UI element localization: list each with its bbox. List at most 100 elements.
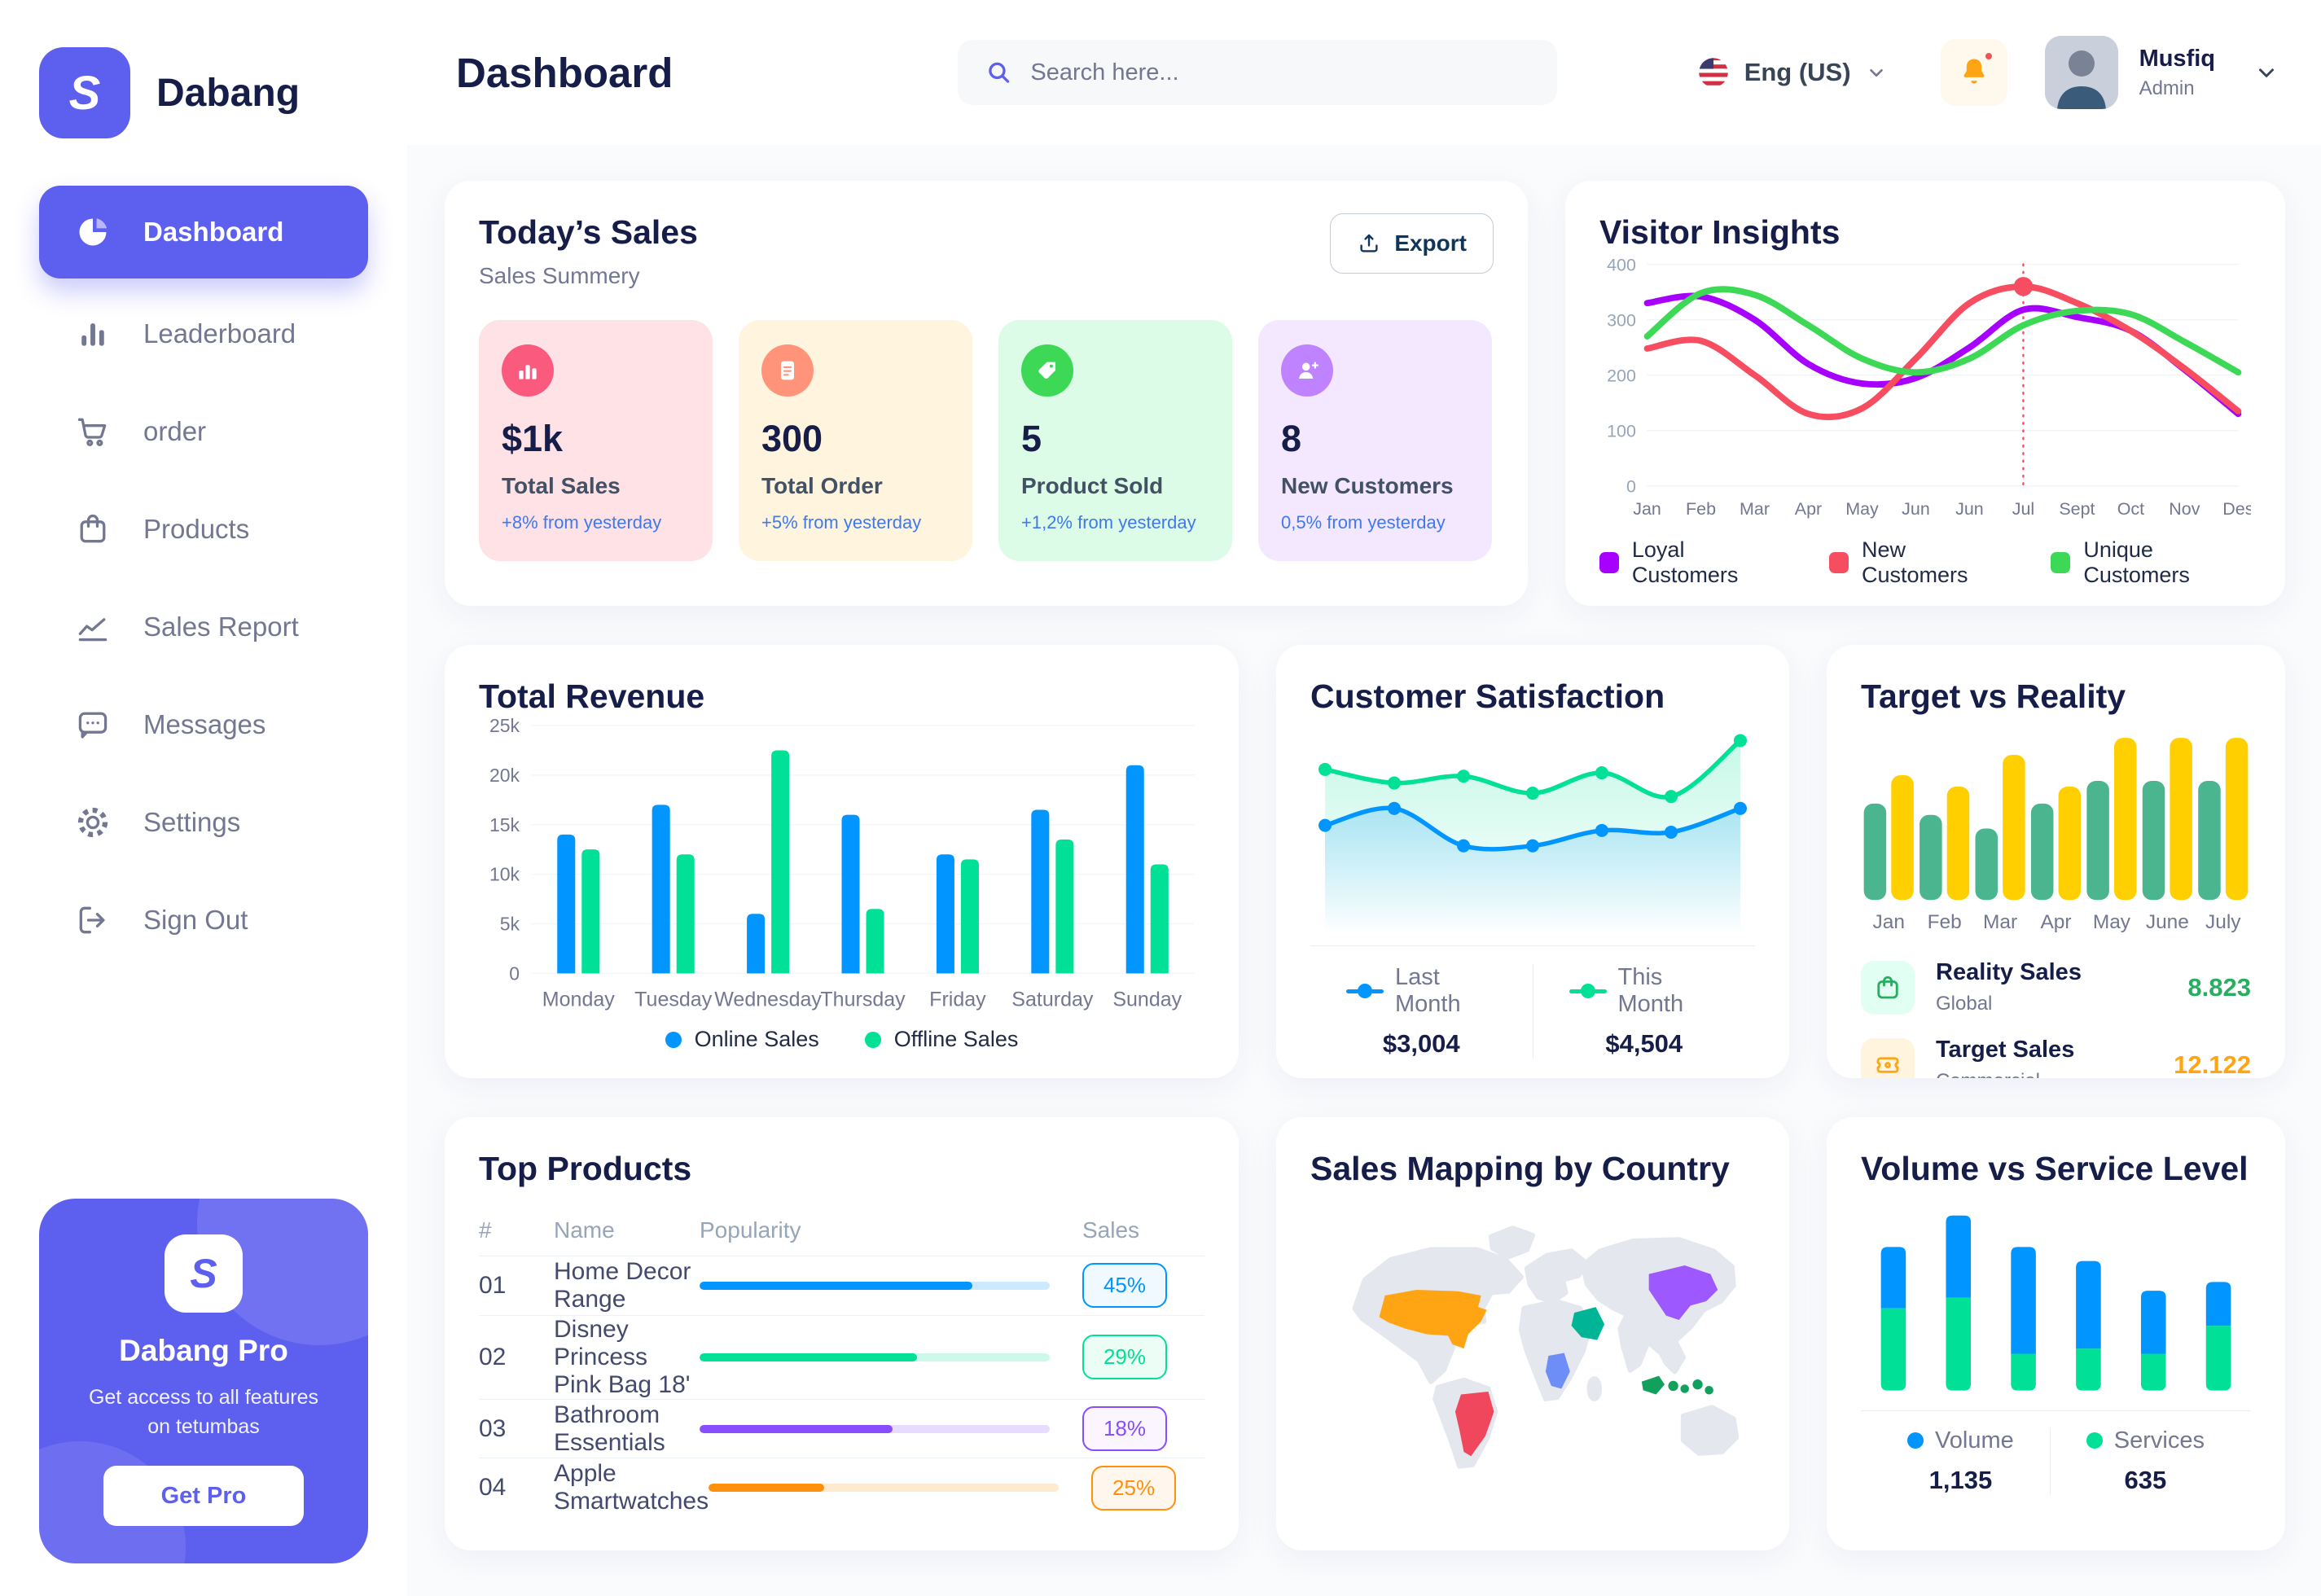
sidebar-item-label: Sign Out [143,905,248,935]
visitor-insights-legend: Loyal Customers New Customers Unique Cus… [1599,537,2251,588]
gear-icon [77,807,108,838]
last-month-total: $3,004 [1382,1029,1460,1059]
svg-text:25k: 25k [489,716,520,736]
country-china [1648,1265,1718,1320]
todays-sales-subtitle: Sales Summery [479,263,640,288]
shopping-bag-icon [1861,960,1915,1015]
svg-text:Saturday: Saturday [1011,988,1094,1011]
popularity-bar [700,1281,1050,1290]
notification-badge [1982,50,1994,62]
svg-text:Jun: Jun [1955,499,1984,519]
get-pro-button[interactable]: Get Pro [103,1466,304,1526]
svg-text:Feb: Feb [1686,499,1716,519]
bar-chart-icon [81,323,104,346]
svg-text:Nov: Nov [2169,499,2200,519]
avatar [2044,36,2118,109]
total-revenue-card: Total Revenue 0 5k 10k 15k 20k 25k Monday Tuesd… [445,645,1239,1078]
user-menu[interactable]: Musfiq Admin [2044,36,2279,109]
visitor-insights-card: Visitor Insights 0 100 200 300 400 Jan Feb Mar A… [1565,181,2285,606]
sidebar-item-label: Products [143,514,250,544]
svg-text:Jul: Jul [2012,499,2034,519]
svg-text:0: 0 [1626,477,1636,497]
svg-text:Apr: Apr [2040,911,2071,933]
new-customers-swatch [1829,551,1849,573]
sidebar-item-sign-out[interactable]: Sign Out [39,878,368,962]
chevron-down-icon [2259,68,2274,77]
total-revenue-title: Total Revenue [479,677,705,715]
table-header: # Name Popularity Sales [479,1204,1204,1256]
sidebar-item-leaderboard[interactable]: Leaderboard [39,292,368,376]
svg-text:Sunday: Sunday [1112,988,1182,1011]
sidebar-item-order[interactable]: order [39,389,368,474]
notifications-button[interactable] [1940,39,2007,106]
svg-text:Tuesday: Tuesday [634,988,713,1011]
sales-badge: 29% [1082,1335,1167,1380]
svg-text:200: 200 [1607,366,1636,386]
todays-sales-title: Today’s Sales [479,213,698,251]
dashboard-content: Today’s Sales Sales Summery Export [407,145,2321,1596]
svg-text:June: June [2146,911,2189,933]
country-saudi-arabia [1571,1307,1605,1340]
table-row: 03 Bathroom Essentials 18% [479,1400,1204,1459]
sidebar-menu: Dashboard Leaderboard order Products [39,186,368,962]
language-selector[interactable]: Eng (US) [1697,56,1887,89]
stat-total-order: 300 Total Order +5% from yesterday [739,320,972,561]
sidebar-item-label: Leaderboard [143,318,296,349]
svg-text:Wednesday: Wednesday [714,988,822,1011]
sidebar-item-label: Messages [143,709,266,739]
top-bar: Dashboard Eng [407,0,2321,145]
svg-text:Mar: Mar [1740,499,1770,519]
chevron-down-icon [1869,68,1883,77]
us-flag-icon [1698,58,1728,87]
pro-card-title: Dabang Pro [119,1333,288,1367]
sidebar-item-label: Settings [143,807,241,837]
svg-text:5k: 5k [500,913,520,934]
dabang-pro-logo-icon: S [165,1234,243,1313]
search-input[interactable] [1030,59,1530,86]
user-plus-icon [1281,344,1333,397]
sidebar-item-settings[interactable]: Settings [39,780,368,865]
reality-sales-value: 8.823 [2187,972,2251,1002]
target-vs-reality-chart: Jan Feb Mar Apr May June July [1863,738,2249,933]
page-title: Dashboard [456,49,673,96]
sidebar-item-dashboard[interactable]: Dashboard [39,186,368,278]
reality-sales-legend: Reality Sales Global 8.823 [1861,959,2251,1015]
svg-text:300: 300 [1607,310,1636,330]
pie-chart-icon [79,218,107,246]
sidebar-item-sales-report[interactable]: Sales Report [39,585,368,669]
search-bar[interactable] [958,40,1558,105]
svg-text:Mar: Mar [1983,911,2017,933]
sales-badge: 18% [1082,1406,1167,1451]
customer-satisfaction-legend: Last Month $3,004 This Month $4,504 [1310,964,1755,1059]
volume-service-card: Volume vs Service Level Volume 1,135 Ser… [1827,1117,2285,1550]
popularity-bar [700,1353,1050,1361]
svg-text:May: May [1845,499,1879,519]
bell-icon [1963,59,1985,84]
europe-shape [1524,1248,1589,1304]
stat-new-customers: 8 New Customers 0,5% from yesterday [1258,320,1492,561]
brand-name: Dabang [156,71,301,115]
sidebar-item-products[interactable]: Products [39,487,368,572]
svg-text:May: May [2093,911,2131,933]
brand: S Dabang [39,47,368,138]
sidebar-item-label: order [143,416,207,446]
divider [1310,945,1755,947]
top-products-card: Top Products # Name Popularity Sales 01 … [445,1117,1239,1550]
customer-satisfaction-title: Customer Satisfaction [1310,677,1665,715]
export-button[interactable]: Export [1330,213,1494,274]
svg-text:Jan: Jan [1873,911,1905,933]
sidebar-item-messages[interactable]: Messages [39,682,368,767]
top-products-table: # Name Popularity Sales 01 Home Decor Ra… [479,1204,1204,1517]
country-united-states [1379,1289,1487,1349]
svg-text:Des: Des [2222,499,2251,519]
se-asia-shape [1657,1337,1687,1375]
loyal-customers-swatch [1599,551,1619,573]
visitor-insights-title: Visitor Insights [1599,213,1841,251]
pro-upgrade-card: S Dabang Pro Get access to all features … [39,1198,368,1563]
svg-text:20k: 20k [489,765,520,786]
greenland-shape [1488,1226,1536,1260]
export-icon [1360,234,1378,252]
services-dot [2086,1432,2103,1449]
customer-satisfaction-chart [1318,734,1747,935]
